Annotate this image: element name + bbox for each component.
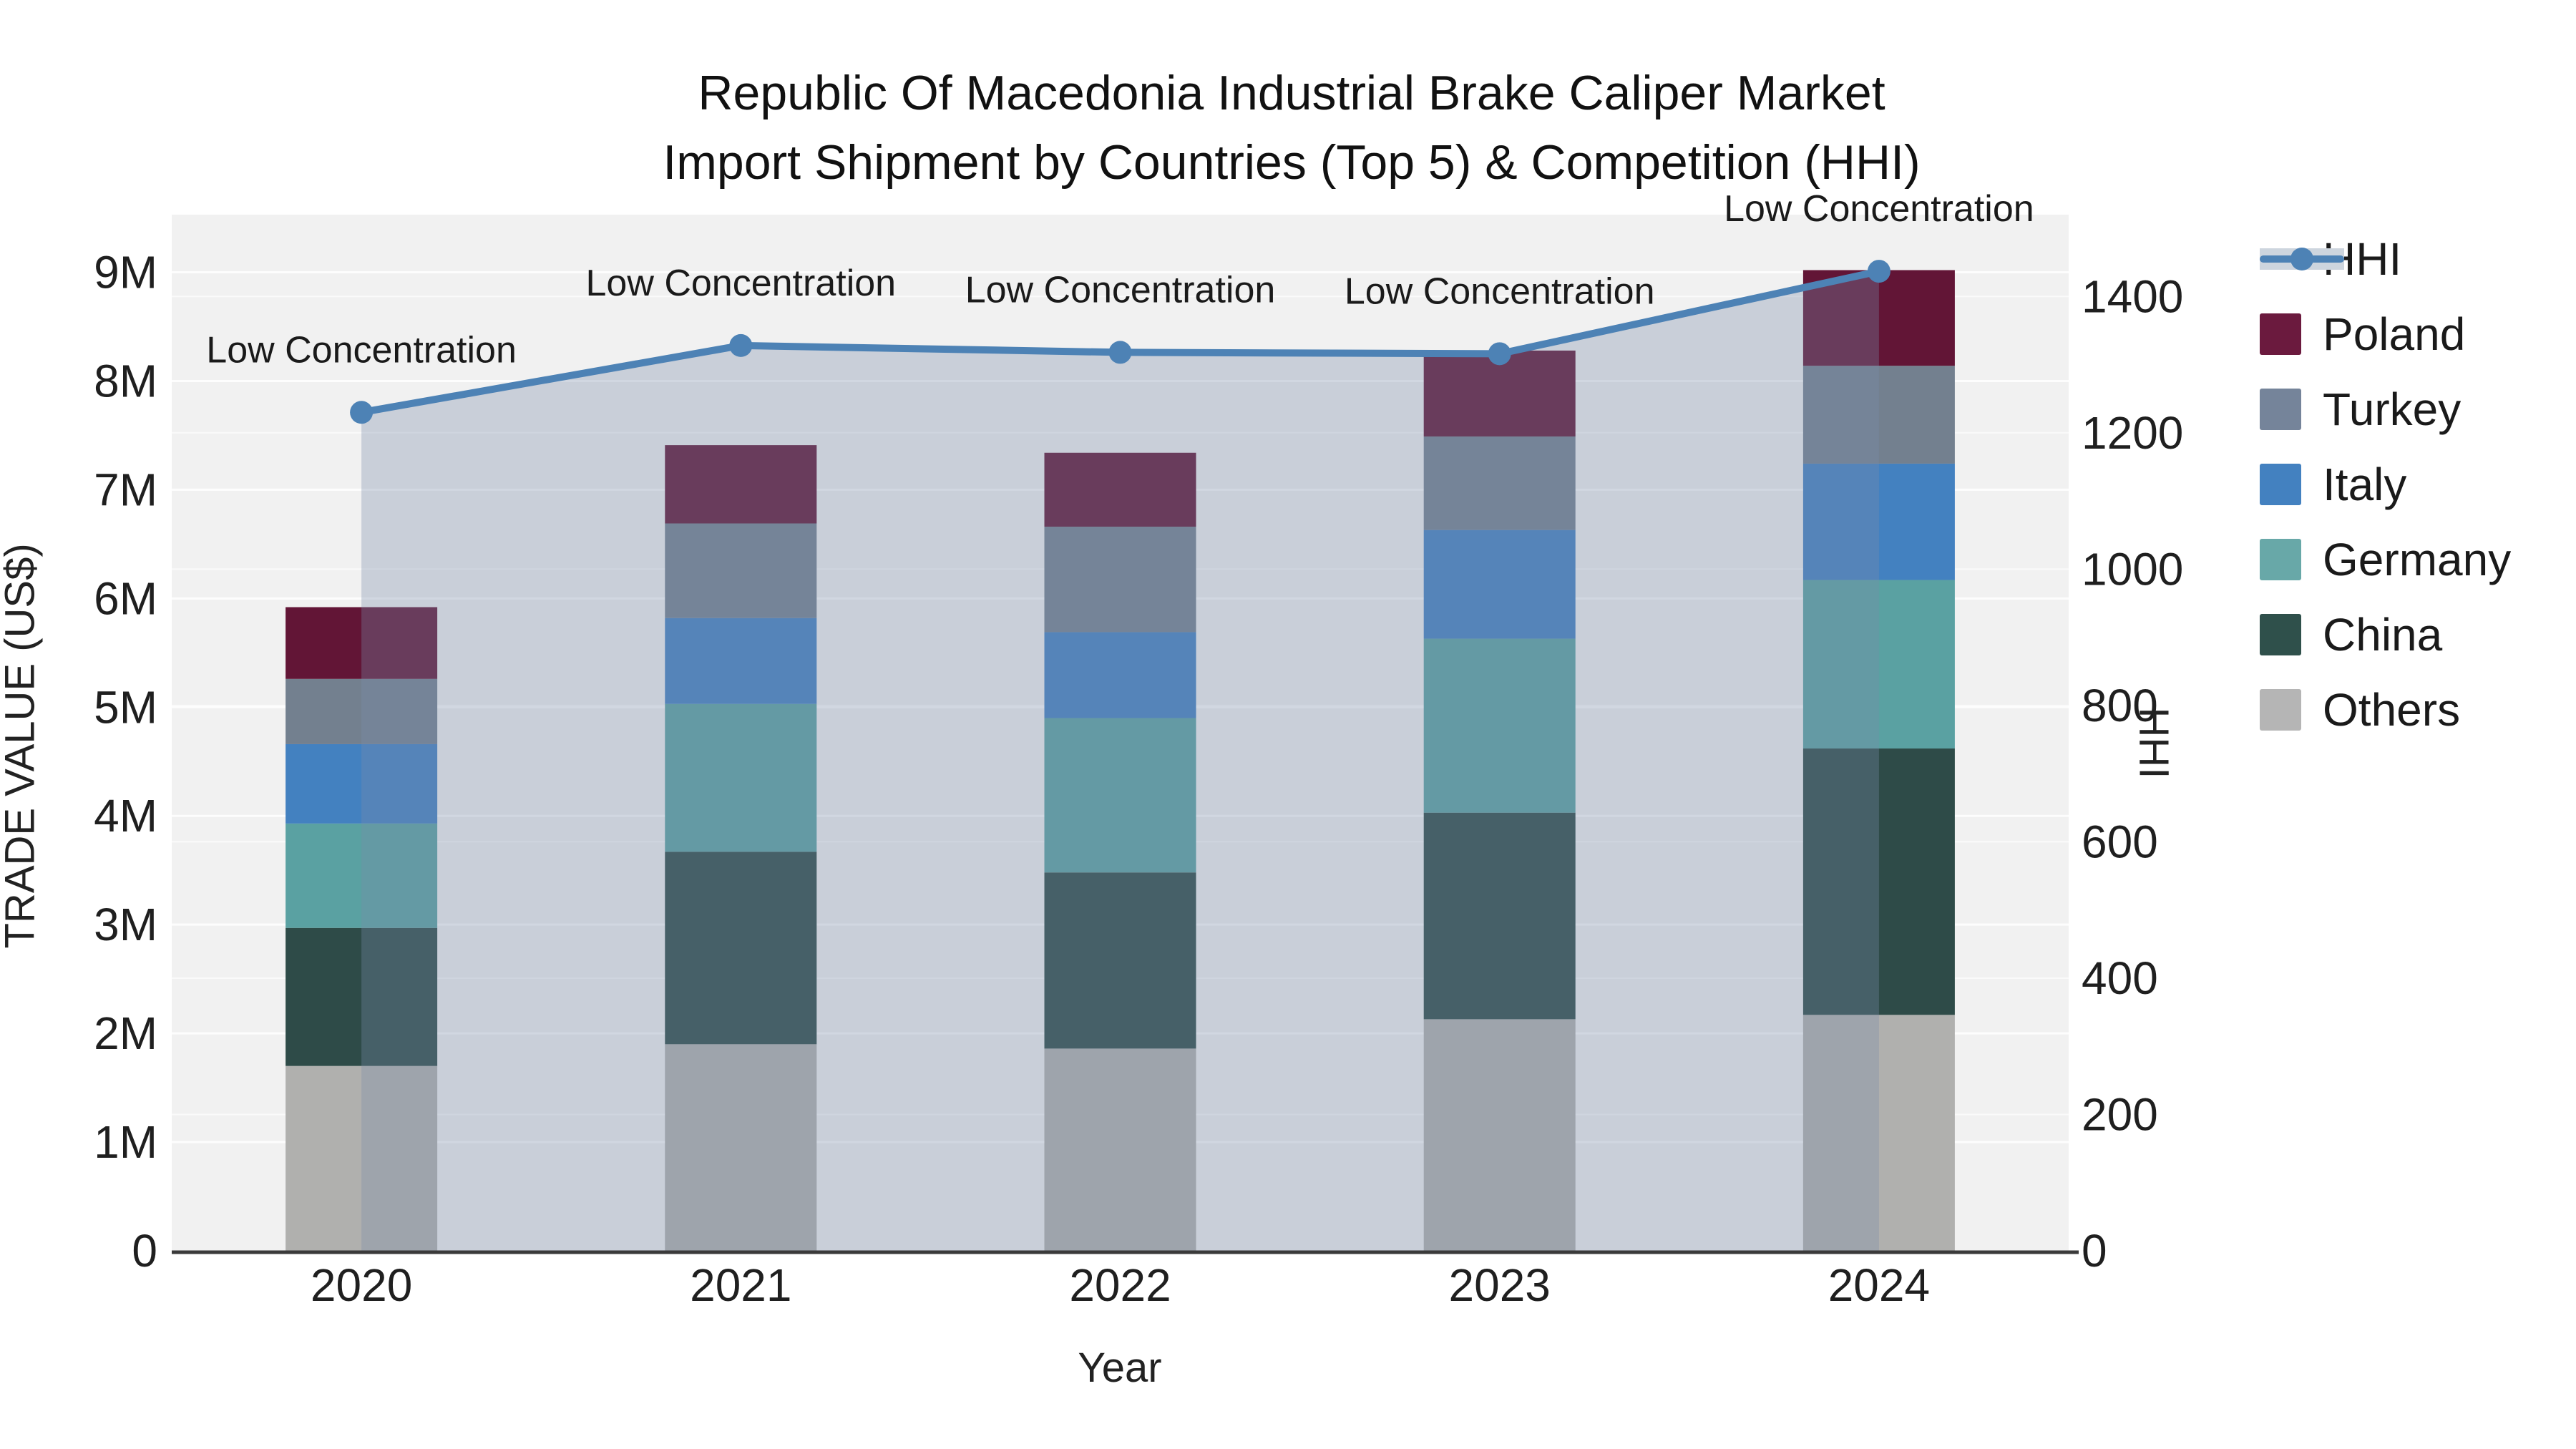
bar-segment-others-2023[interactable] [1423, 1019, 1576, 1251]
bar-segment-germany-2024[interactable] [1802, 580, 1955, 749]
legend-item-hhi[interactable]: HHI [2260, 233, 2511, 285]
y2-tick-label-1400: 1400 [2082, 270, 2183, 322]
legend: HHI Poland Turkey Italy Germany China Others [2260, 233, 2511, 736]
bar-segment-others-2020[interactable] [286, 1065, 438, 1251]
legend-item-china[interactable]: China [2260, 609, 2511, 660]
bar-segment-turkey-2023[interactable] [1423, 436, 1576, 530]
legend-item-turkey[interactable]: Turkey [2260, 384, 2511, 435]
bar-segment-others-2022[interactable] [1044, 1048, 1196, 1251]
bar-segment-germany-2020[interactable] [286, 823, 438, 928]
bar-segment-germany-2022[interactable] [1044, 718, 1196, 873]
bar-segment-china-2023[interactable] [1423, 812, 1576, 1020]
bar-segment-poland-2024[interactable] [1802, 270, 1955, 366]
legend-label-china: China [2323, 609, 2443, 660]
legend-swatch-others [2260, 689, 2301, 731]
bar-segment-turkey-2022[interactable] [1044, 527, 1196, 633]
bar-segment-germany-2023[interactable] [1423, 638, 1576, 813]
y-tick-label-0: 0 [132, 1225, 157, 1277]
legend-swatch-turkey [2260, 389, 2301, 430]
legend-item-germany[interactable]: Germany [2260, 534, 2511, 585]
chart-title-line1: Republic Of Macedonia Industrial Brake C… [698, 66, 1885, 120]
bar-segment-italy-2024[interactable] [1802, 463, 1955, 580]
legend-item-poland[interactable]: Poland [2260, 308, 2511, 360]
legend-label-others: Others [2323, 684, 2461, 736]
y2-tick-label-0: 0 [2082, 1225, 2107, 1277]
hhi-marker-2024[interactable] [1867, 260, 1890, 283]
bar-segment-poland-2021[interactable] [665, 445, 817, 524]
x-tick-label-2021[interactable]: 2021 [690, 1259, 791, 1311]
annotation-low-concentration-2022: Low Concentration [965, 269, 1276, 311]
bar-segment-turkey-2024[interactable] [1802, 366, 1955, 464]
y-tick-label-8M: 8M [94, 355, 157, 406]
bar-segment-turkey-2020[interactable] [286, 678, 438, 744]
hhi-marker-sample [2290, 248, 2313, 270]
hhi-marker-2022[interactable] [1108, 341, 1132, 364]
hhi-area-fill [361, 271, 1879, 1252]
bar-segment-china-2021[interactable] [665, 852, 817, 1045]
y2-tick-label-1200: 1200 [2082, 407, 2183, 459]
y-axis-title: TRADE VALUE (US$) [0, 543, 44, 949]
y2-tick-label-800: 800 [2082, 680, 2158, 731]
x-tick-label-2020[interactable]: 2020 [311, 1259, 412, 1311]
legend-swatch-china [2260, 614, 2301, 655]
y-tick-label-6M: 6M [94, 572, 157, 624]
legend-swatch-germany [2260, 539, 2301, 580]
hhi-marker-2021[interactable] [729, 333, 753, 357]
y2-tick-label-200: 200 [2082, 1088, 2158, 1140]
y-tick-label-2M: 2M [94, 1008, 157, 1059]
y-tick-label-5M: 5M [94, 681, 157, 733]
bar-segment-turkey-2021[interactable] [665, 523, 817, 618]
y2-tick-label-400: 400 [2082, 952, 2158, 1004]
annotation-low-concentration-2024: Low Concentration [1724, 188, 2034, 230]
legend-item-others[interactable]: Others [2260, 684, 2511, 736]
bar-segment-poland-2022[interactable] [1044, 452, 1196, 527]
y-tick-label-3M: 3M [94, 899, 157, 950]
hhi-line-sample-icon [2260, 238, 2344, 280]
legend-label-italy: Italy [2323, 459, 2407, 510]
legend-item-italy[interactable]: Italy [2260, 459, 2511, 510]
bar-segment-china-2024[interactable] [1802, 748, 1955, 1015]
x-tick-label-2024[interactable]: 2024 [1828, 1259, 1930, 1311]
legend-swatch-poland [2260, 313, 2301, 355]
hhi-marker-2020[interactable] [350, 401, 374, 424]
y-tick-label-4M: 4M [94, 790, 157, 841]
y-tick-label-1M: 1M [94, 1116, 157, 1168]
bar-segment-italy-2021[interactable] [665, 618, 817, 704]
chart-title-line2: Import Shipment by Countries (Top 5) & C… [663, 135, 1921, 190]
y-tick-label-7M: 7M [94, 464, 157, 515]
bar-segment-germany-2021[interactable] [665, 703, 817, 852]
x-tick-label-2023[interactable]: 2023 [1449, 1259, 1551, 1311]
annotation-low-concentration-2020: Low Concentration [206, 329, 517, 371]
legend-label-poland: Poland [2323, 308, 2466, 360]
y2-tick-label-600: 600 [2082, 816, 2158, 867]
bar-segment-italy-2020[interactable] [286, 743, 438, 824]
x-axis-title: Year [1078, 1345, 1162, 1391]
bar-segment-italy-2023[interactable] [1423, 530, 1576, 639]
annotation-low-concentration-2021: Low Concentration [585, 263, 896, 304]
bar-segment-italy-2022[interactable] [1044, 632, 1196, 718]
annotation-low-concentration-2023: Low Concentration [1345, 270, 1655, 312]
legend-label-turkey: Turkey [2323, 384, 2462, 435]
chart-title: Republic Of Macedonia Industrial Brake C… [0, 59, 2576, 197]
bar-segment-others-2024[interactable] [1802, 1015, 1955, 1251]
bar-segment-china-2022[interactable] [1044, 872, 1196, 1049]
legend-swatch-italy [2260, 464, 2301, 505]
y2-tick-label-1000: 1000 [2082, 543, 2183, 595]
legend-label-germany: Germany [2323, 534, 2512, 585]
bar-segment-china-2020[interactable] [286, 927, 438, 1066]
x-tick-label-2022[interactable]: 2022 [1069, 1259, 1171, 1311]
hhi-marker-2023[interactable] [1488, 342, 1511, 366]
bar-segment-poland-2020[interactable] [286, 607, 438, 679]
y-tick-label-9M: 9M [94, 247, 157, 298]
y2-axis-title: HHI [2130, 707, 2177, 779]
bar-segment-others-2021[interactable] [665, 1044, 817, 1251]
